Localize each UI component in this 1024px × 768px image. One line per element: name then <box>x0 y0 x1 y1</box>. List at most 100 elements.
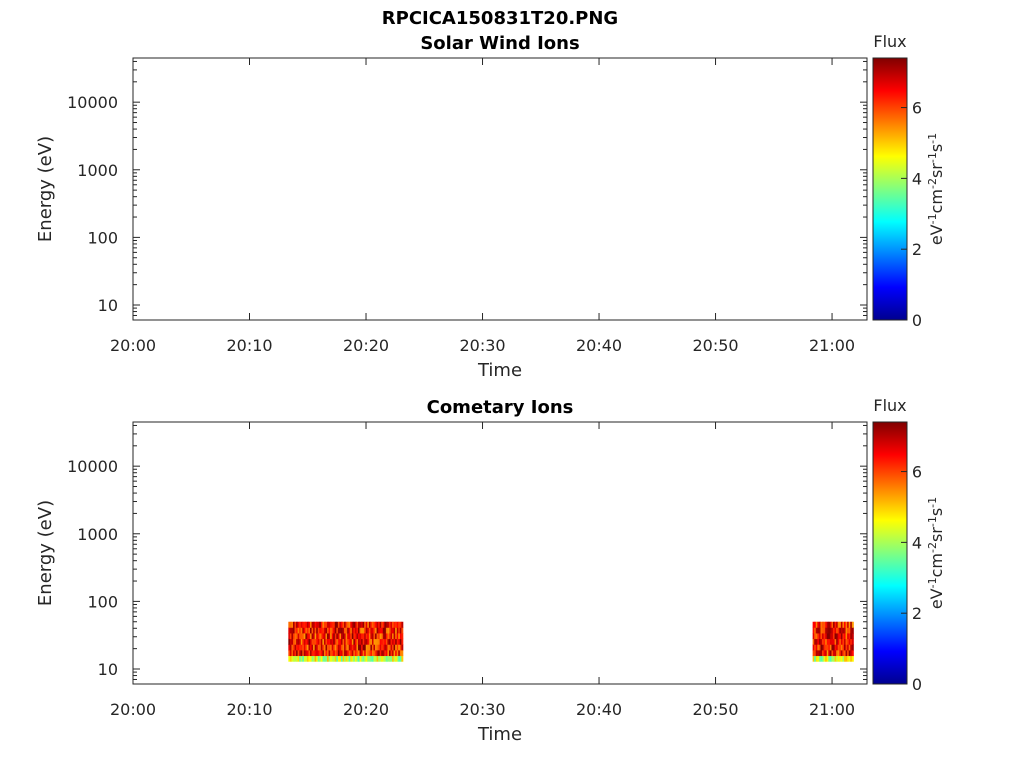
heatmap-cell <box>345 650 348 657</box>
heatmap-cell <box>354 638 357 645</box>
heatmap-cell <box>371 655 374 662</box>
heatmap-cell <box>296 650 299 657</box>
heatmap-cell <box>347 621 350 628</box>
heatmap-cell <box>840 644 843 651</box>
y-tick-label: 10 <box>98 660 118 679</box>
heatmap-cell <box>368 633 371 640</box>
heatmap-cell <box>311 650 314 657</box>
heatmap-cell <box>398 644 401 651</box>
heatmap-cell <box>350 655 353 662</box>
heatmap-cell <box>365 627 368 634</box>
heatmap-cell <box>398 650 401 657</box>
heatmap-cell <box>317 650 320 657</box>
heatmap-cell <box>347 633 350 640</box>
heatmap-cell <box>354 633 357 640</box>
heatmap-cell <box>836 644 839 651</box>
heatmap-cell <box>359 644 362 651</box>
heatmap-cell <box>350 650 353 657</box>
heatmap-cell <box>356 627 359 634</box>
heatmap-cell <box>350 621 353 628</box>
y-tick-label: 1000 <box>77 161 118 180</box>
heatmap-cell <box>826 655 829 662</box>
heatmap-cell <box>328 650 331 657</box>
heatmap-cell <box>361 627 364 634</box>
heatmap-cell <box>851 633 854 640</box>
heatmap-cell <box>327 650 329 657</box>
heatmap-cell <box>393 638 396 645</box>
heatmap-cell <box>812 633 815 640</box>
heatmap-cell <box>314 621 317 628</box>
heatmap-cell <box>837 633 840 640</box>
heatmap-cell <box>376 621 379 628</box>
heatmap-cell <box>365 650 368 657</box>
heatmap-cell <box>370 644 373 651</box>
heatmap-cell <box>288 627 291 634</box>
heatmap-cell <box>367 644 370 651</box>
heatmap-cell <box>817 633 820 640</box>
heatmap-cell <box>325 650 328 657</box>
heatmap-cell <box>311 644 314 651</box>
heatmap-cell <box>850 644 853 651</box>
heatmap-cell <box>395 621 398 628</box>
heatmap-cell <box>351 655 354 662</box>
heatmap-cell <box>356 638 359 645</box>
heatmap-cell <box>344 633 347 640</box>
heatmap-cell <box>351 621 354 628</box>
heatmap-cell <box>399 644 402 651</box>
colorbar-unit-label: eV-1cm-2sr-1s-1 <box>926 133 947 245</box>
heatmap-cell <box>385 655 388 662</box>
heatmap-cell <box>367 638 370 645</box>
heatmap-cell <box>356 650 359 657</box>
heatmap-cell <box>292 650 295 657</box>
heatmap-cell <box>305 644 308 651</box>
heatmap-cell <box>825 650 828 657</box>
heatmap-cell <box>308 638 311 645</box>
heatmap-cell <box>823 621 826 628</box>
heatmap-cell <box>364 655 367 662</box>
heatmap-cell <box>359 621 362 628</box>
heatmap-cell <box>382 627 385 634</box>
heatmap-cell <box>350 633 353 640</box>
heatmap-cell <box>836 638 839 645</box>
heatmap-cell <box>398 638 401 645</box>
heatmap-cell <box>345 655 348 662</box>
heatmap-cell <box>844 621 846 628</box>
heatmap-cell <box>848 627 851 634</box>
heatmap-cell <box>344 638 347 645</box>
heatmap-cell <box>316 655 319 662</box>
x-axis-label: Time <box>477 360 522 381</box>
heatmap-cell <box>844 650 846 657</box>
heatmap-cell <box>373 633 376 640</box>
heatmap-cell <box>395 633 398 640</box>
heatmap-cell <box>381 621 384 628</box>
heatmap-cell <box>367 655 370 662</box>
colorbar-ticks: 0 2 4 6 <box>901 99 922 330</box>
x-tick-label: 20:00 <box>110 336 156 355</box>
heatmap-cell <box>401 650 404 657</box>
heatmap-cell <box>814 650 817 657</box>
heatmap-cell <box>296 621 299 628</box>
heatmap-cell <box>323 650 326 657</box>
heatmap-cell <box>848 621 851 628</box>
x-axis: 20:00 20:10 20:20 20:30 20:40 20:50 21:00 <box>110 422 855 719</box>
heatmap-cell <box>839 627 842 634</box>
heatmap-cell <box>297 621 300 628</box>
heatmap-cell <box>308 644 311 651</box>
heatmap-cell <box>851 627 854 634</box>
heatmap-cell <box>322 644 325 651</box>
heatmap-cell <box>323 644 326 651</box>
heatmap-cell <box>311 627 314 634</box>
heatmap-cell <box>831 644 834 651</box>
heatmap-cell <box>342 627 345 634</box>
heatmap-cell <box>310 655 312 662</box>
heatmap-cell <box>333 644 336 651</box>
heatmap-cell <box>368 655 371 662</box>
heatmap-cell <box>393 627 396 634</box>
heatmap-cell <box>337 627 340 634</box>
heatmap-cell <box>305 627 308 634</box>
heatmap-cell <box>299 655 302 662</box>
heatmap-cell <box>306 650 309 657</box>
heatmap-cell <box>384 633 387 640</box>
heatmap-cell <box>371 621 374 628</box>
heatmap-cell <box>844 633 846 640</box>
